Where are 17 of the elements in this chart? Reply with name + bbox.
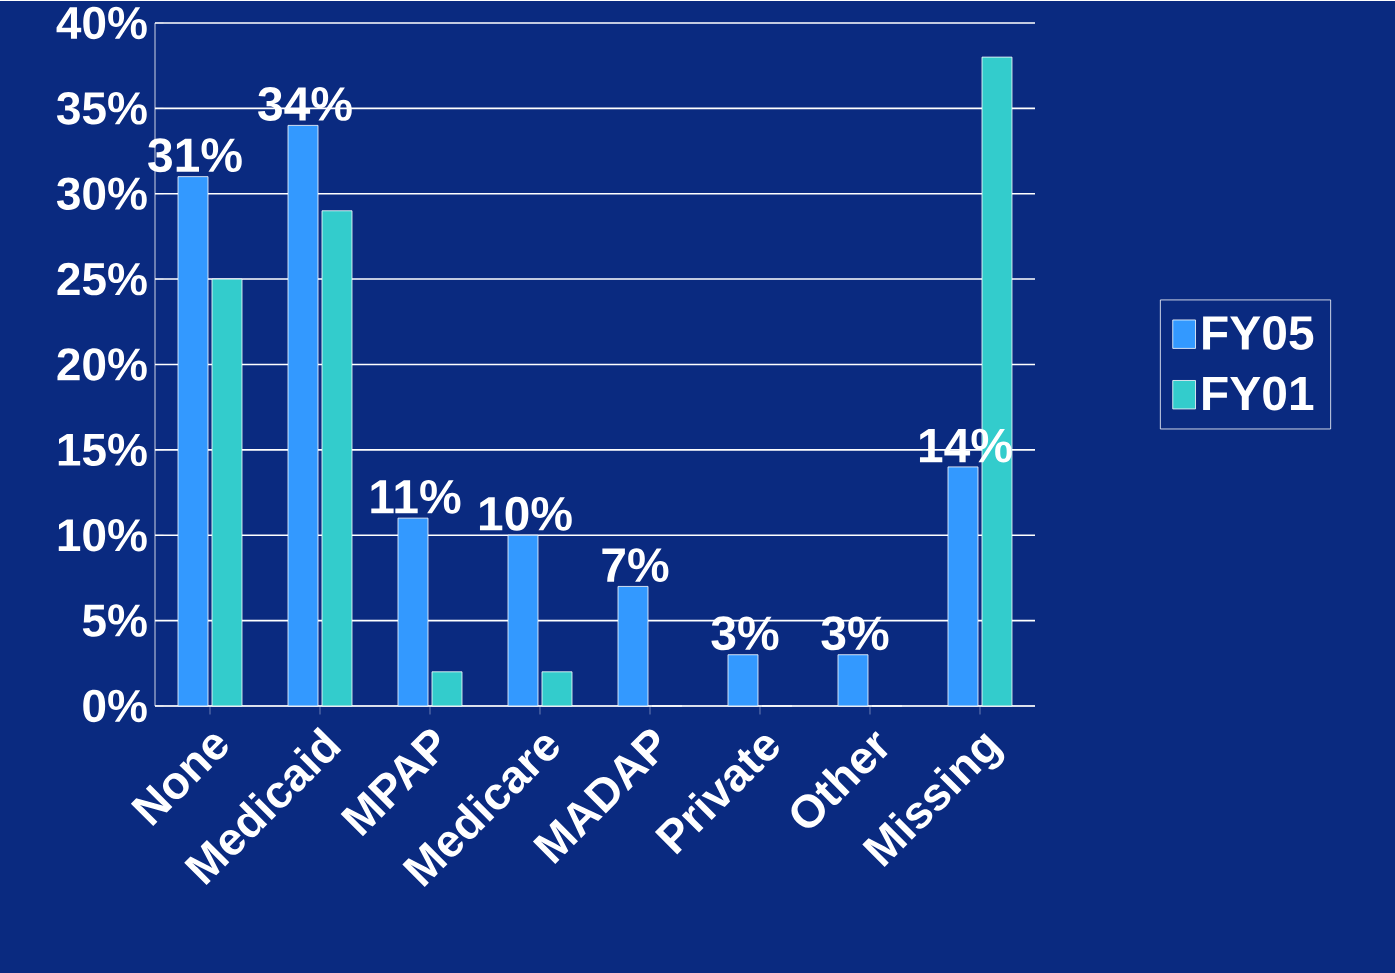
y-tick-label: 5%	[82, 604, 147, 637]
data-label: 11%	[371, 479, 461, 514]
data-label: 3%	[711, 616, 779, 651]
data-label: 10%	[479, 496, 572, 531]
legend-label: FY01	[1203, 376, 1314, 411]
data-label: 7%	[602, 548, 669, 583]
y-tick-label: 15%	[58, 433, 147, 467]
data-label: 31%	[148, 138, 242, 173]
y-tick-label: 10%	[58, 518, 147, 552]
data-label: 3%	[821, 616, 889, 651]
y-tick-label: 0%	[83, 689, 147, 723]
y-tick-label: 20%	[57, 348, 147, 381]
y-tick-label: 35%	[56, 92, 147, 125]
y-tick-label: 25%	[57, 262, 147, 296]
y-tick-label: 30%	[56, 177, 147, 211]
legend-label: FY05	[1203, 315, 1314, 350]
y-tick-label: 40%	[56, 6, 147, 40]
